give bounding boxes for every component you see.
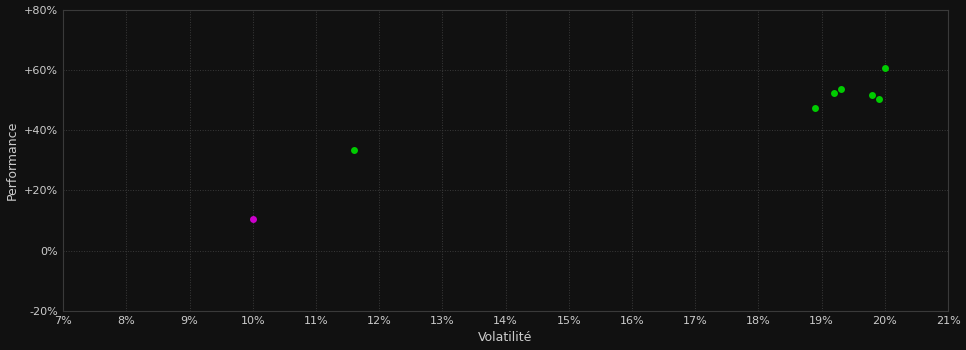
- X-axis label: Volatilité: Volatilité: [478, 331, 533, 344]
- Y-axis label: Performance: Performance: [6, 121, 18, 200]
